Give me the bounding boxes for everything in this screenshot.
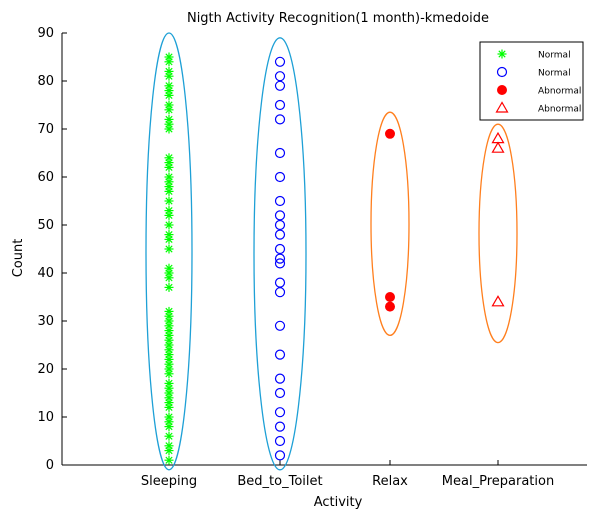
data-point <box>164 206 174 216</box>
cluster-ellipse <box>145 32 193 471</box>
x-tick-label: Meal_Preparation <box>442 474 554 489</box>
data-point <box>164 441 174 451</box>
y-tick-label: 20 <box>37 362 54 377</box>
data-point <box>274 287 286 298</box>
data-point <box>164 230 174 240</box>
data-point <box>274 171 286 183</box>
data-point <box>274 114 286 125</box>
x-tick-label: Sleeping <box>141 474 197 489</box>
data-point <box>274 80 286 91</box>
legend-label: Abnormal <box>538 87 581 97</box>
data-point <box>274 421 286 432</box>
legend: Normal Normal Abnormal Abnormal <box>479 41 584 121</box>
data-point <box>164 52 174 62</box>
data-point <box>274 407 286 418</box>
y-axis-label: Count <box>11 239 26 278</box>
data-point <box>164 306 174 316</box>
y-tick-label: 10 <box>37 410 54 425</box>
chart-title: Nigth Activity Recognition(1 month)-kmed… <box>187 11 489 26</box>
data-point <box>274 229 286 240</box>
data-point <box>274 147 286 159</box>
data-point <box>274 253 286 264</box>
data-point <box>491 131 505 144</box>
x-axis-label: Activity <box>314 495 363 510</box>
data-point <box>164 263 174 273</box>
data-point <box>274 320 286 331</box>
y-tick-label: 40 <box>37 266 54 281</box>
data-point <box>274 56 286 67</box>
data-point <box>274 219 286 231</box>
data-point <box>164 81 174 91</box>
data-point <box>274 349 286 360</box>
data-point <box>164 172 174 182</box>
data-point <box>164 66 174 76</box>
data-point <box>274 277 286 288</box>
data-point <box>164 282 174 292</box>
data-point <box>164 114 174 124</box>
data-point <box>274 387 286 399</box>
data-point <box>491 141 505 153</box>
data-point <box>274 258 286 269</box>
cluster-ellipse <box>253 37 307 471</box>
data-point <box>164 220 174 230</box>
plot-area: 0 10 20 30 40 50 60 70 80 90 Sleeping Bed_to_Toilet… <box>37 26 587 489</box>
data-point <box>164 153 174 163</box>
data-point <box>385 292 395 302</box>
data-point <box>164 455 174 465</box>
x-tick-label: Bed_to_Toilet <box>237 474 322 489</box>
data-point <box>385 128 395 139</box>
x-tick-label: Relax <box>372 474 408 489</box>
legend-box <box>479 41 584 121</box>
data-point <box>274 210 286 221</box>
data-point <box>274 373 286 384</box>
legend-marker <box>497 49 507 59</box>
cluster-ellipse <box>370 111 410 337</box>
legend-label: Normal <box>538 69 571 79</box>
data-point <box>274 435 286 447</box>
data-point <box>164 431 174 441</box>
legend-marker <box>497 85 507 95</box>
y-tick-label: 0 <box>46 458 54 473</box>
legend-marker <box>495 101 509 113</box>
data-point <box>274 195 286 207</box>
y-tick-label: 90 <box>37 26 54 41</box>
legend-label: Abnormal <box>538 105 581 115</box>
y-tick-label: 60 <box>37 170 54 185</box>
data-point <box>274 450 286 461</box>
data-point <box>164 244 174 254</box>
data-point <box>385 301 395 312</box>
legend-label: Normal <box>538 51 571 61</box>
cluster-ellipse <box>478 123 518 344</box>
y-tick-label: 50 <box>37 218 54 233</box>
data-point <box>491 295 505 307</box>
legend-marker <box>496 66 508 78</box>
y-tick-label: 30 <box>37 314 54 329</box>
y-tick-label: 80 <box>37 74 54 89</box>
data-point <box>274 99 286 111</box>
data-point <box>164 412 174 422</box>
data-point <box>164 196 174 206</box>
data-point <box>164 100 174 110</box>
y-tick-label: 70 <box>37 122 54 137</box>
data-point <box>274 243 286 255</box>
data-point <box>274 71 286 82</box>
data-point <box>164 378 174 388</box>
